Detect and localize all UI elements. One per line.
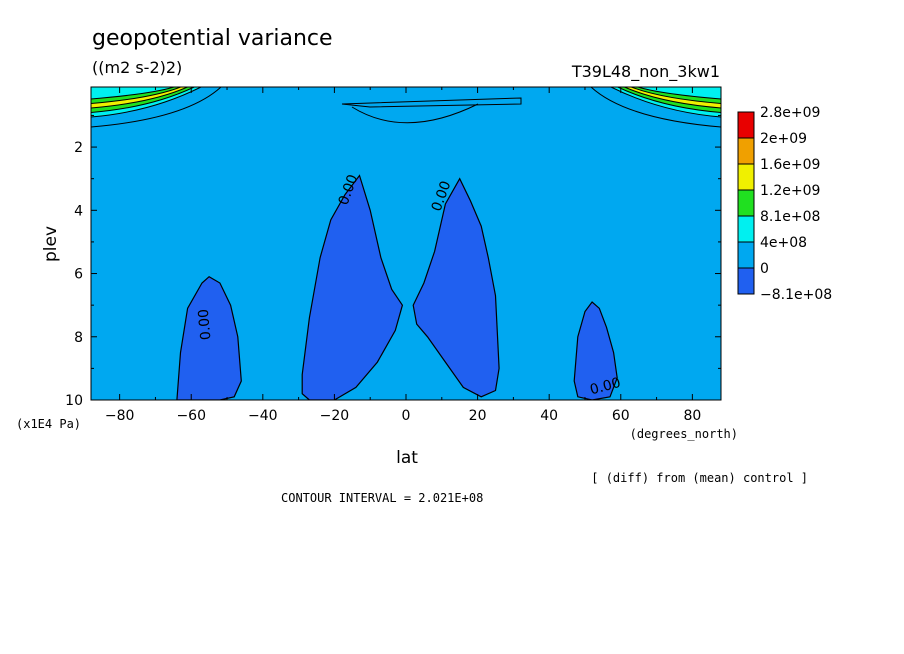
run-label: T39L48_non_3kw1 [571, 62, 720, 82]
upper-level-contours [91, 87, 721, 128]
equatorial-upper-contour [341, 97, 522, 108]
y-tick-label: 8 [74, 330, 83, 346]
x-axis-units: (degrees_north) [630, 427, 738, 441]
colorbar-swatch [737, 163, 755, 191]
colorbar-swatch [737, 241, 755, 269]
colorbar-level-label: 8.1e+08 [760, 209, 820, 225]
colorbar-level-label: 2.8e+09 [760, 105, 820, 121]
negative-region-region-c [412, 177, 500, 398]
y-axis-units: (x1E4 Pa) [16, 417, 81, 431]
contour-label: 0.00 [588, 375, 622, 399]
plot-area: 0.000.00 0.000.00 [91, 87, 721, 400]
negative-region-region-d [573, 301, 618, 400]
contour-label: 0.00 [196, 308, 215, 340]
x-tick-label: −20 [320, 408, 350, 424]
colorbar-level-label: 1.6e+09 [760, 157, 820, 173]
y-tick-label: 2 [74, 140, 83, 156]
x-axis-label: lat [396, 448, 418, 468]
x-tick-label: 40 [540, 408, 558, 424]
equatorial-arc-contour [351, 103, 479, 124]
colorbar-level-label: 0 [760, 261, 769, 277]
x-tick-label: −80 [105, 408, 135, 424]
y-tick-label: 10 [65, 393, 83, 409]
x-tick-label: 80 [683, 408, 701, 424]
chart-units: ((m2 s-2)2) [92, 58, 182, 77]
contour-interval: CONTOUR INTERVAL = 2.021E+08 [281, 491, 483, 505]
x-tick-label: 60 [612, 408, 630, 424]
colorbar-swatch [737, 215, 755, 243]
colorbar-level-label: 2e+09 [760, 131, 807, 147]
colorbar-level-label: 1.2e+09 [760, 183, 820, 199]
x-tick-label: −40 [248, 408, 278, 424]
y-axis-label: plev [41, 226, 61, 262]
outer-contour-line-left [91, 87, 222, 128]
colorbar-swatch [737, 137, 755, 165]
y-tick-label: 6 [74, 267, 83, 283]
negative-regions [176, 174, 618, 400]
y-tick-label: 4 [74, 203, 83, 219]
negative-region-region-b [301, 174, 404, 400]
y-axis: 2 4 6 8 10 [65, 114, 721, 409]
diff-note: [ (diff) from (mean) control ] [591, 471, 808, 485]
colorbar-swatch [737, 267, 755, 295]
polar-contour-band-left [91, 87, 175, 100]
x-tick-label: 20 [469, 408, 487, 424]
colorbar-swatch [737, 111, 755, 139]
chart-title: geopotential variance [92, 26, 333, 51]
colorbar-level-label: −8.1e+08 [760, 287, 832, 303]
negative-region-region-a [176, 275, 242, 400]
colorbar: 2.8e+09 2e+09 1.6e+09 1.2e+09 8.1e+08 4e+08 0 −… [737, 105, 832, 303]
x-tick-label: 0 [402, 408, 411, 424]
x-axis: −80 −60 −40 −20 0 20 40 60 80 [105, 87, 701, 424]
outer-contour-line-right [590, 87, 721, 128]
colorbar-swatch [737, 189, 755, 217]
colorbar-level-label: 4e+08 [760, 235, 807, 251]
x-tick-label: −60 [176, 408, 206, 424]
polar-contour-band-right [637, 87, 721, 100]
